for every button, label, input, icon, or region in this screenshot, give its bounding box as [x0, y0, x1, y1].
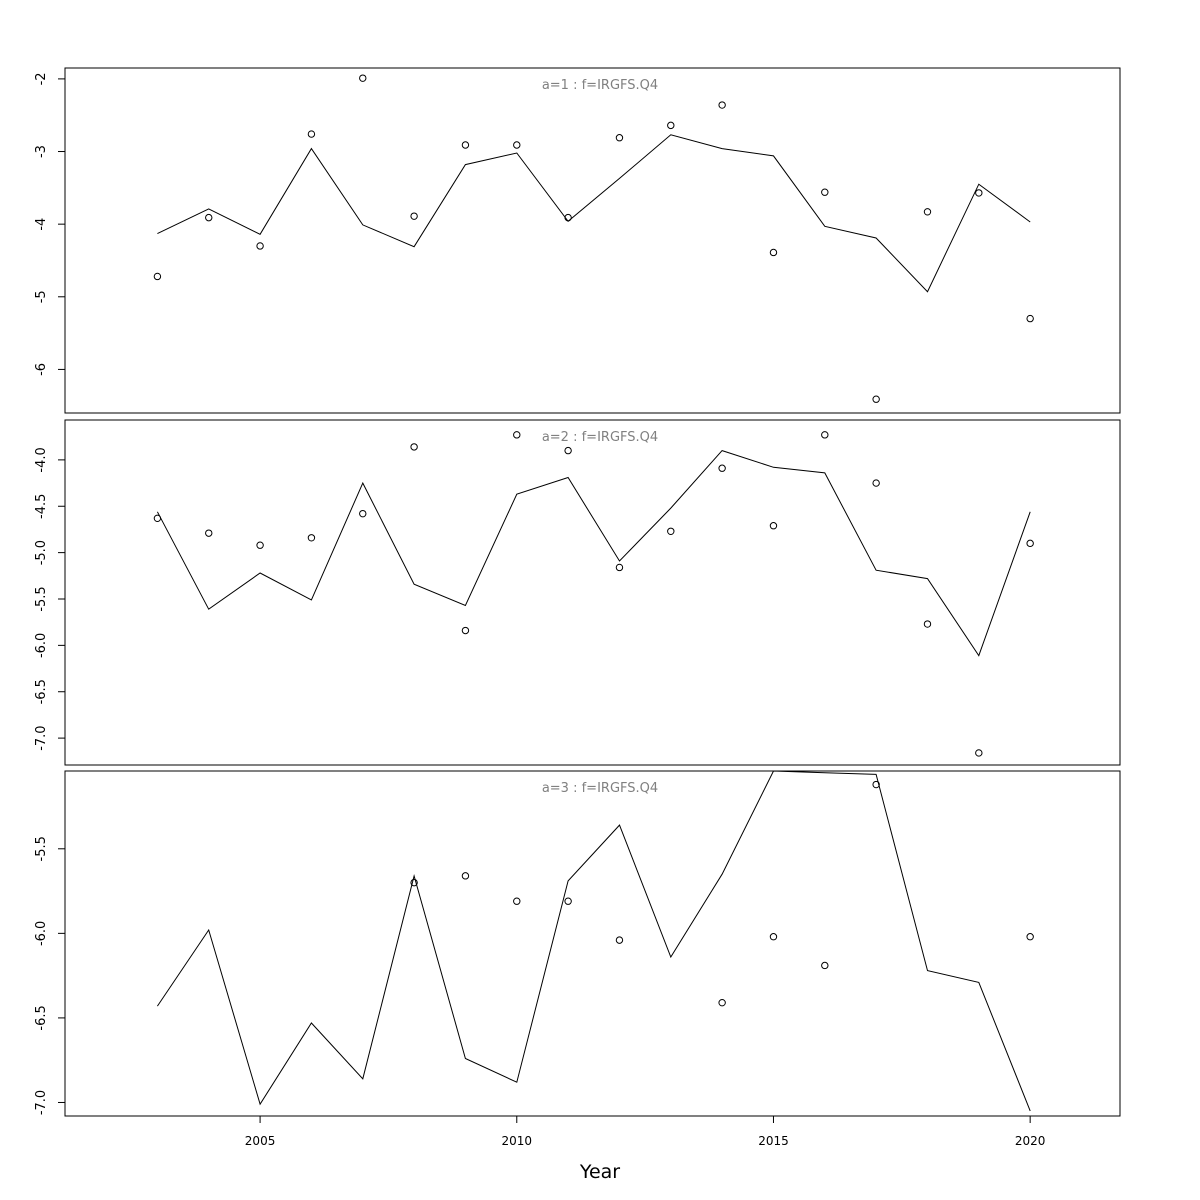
observed-point — [461, 141, 470, 149]
observed-point — [923, 620, 932, 628]
panel-data — [153, 74, 1034, 403]
y-tick-label: -5.5 — [34, 836, 49, 861]
observed-point — [718, 101, 726, 109]
observed-point — [1026, 314, 1034, 323]
panels: a=1 : f=IRGFS.Q4 -2 -3 -4 -5 -6 a=2 : f=IRGFS.… — [34, 67, 1121, 1148]
y-tick-label: -6 — [34, 363, 49, 376]
x-tick-label: 2020 — [1015, 1134, 1046, 1148]
observed-point — [205, 529, 213, 537]
observed-point — [461, 626, 470, 635]
panel-title: a=1 : f=IRGFS.Q4 — [542, 78, 658, 93]
observed-point — [359, 74, 367, 82]
panel-3: a=3 : f=IRGFS.Q4 -5.5 -6.0 -6.5 -7.0 2005 2010… — [34, 770, 1121, 1148]
panel-title: a=3 : f=IRGFS.Q4 — [542, 781, 658, 796]
observed-point — [153, 272, 162, 281]
y-tick-label: -4.5 — [34, 494, 49, 519]
y-tick-label: -4.0 — [34, 447, 49, 472]
observed-point — [461, 872, 470, 880]
observed-point — [307, 130, 316, 138]
observed-point — [410, 878, 418, 887]
y-tick-label: -6.5 — [34, 679, 49, 704]
x-tick-label: 2005 — [245, 1134, 276, 1148]
y-tick-label: -6.0 — [34, 921, 49, 946]
observed-point — [615, 936, 624, 944]
observed-point — [615, 134, 624, 142]
observed-point — [923, 208, 932, 216]
panel-1: a=1 : f=IRGFS.Q4 -2 -3 -4 -5 -6 — [34, 67, 1121, 414]
y-tick-label: -6.5 — [34, 1005, 49, 1030]
panel-frame — [64, 67, 1121, 414]
observed-point — [207, 1115, 211, 1116]
observed-point — [975, 189, 983, 197]
observed-point — [1026, 933, 1034, 941]
fitted-line — [157, 134, 1031, 293]
x-tick-label: 2015 — [758, 1134, 789, 1148]
observed-point — [821, 961, 829, 970]
observed-point — [513, 141, 521, 149]
observed-point — [513, 431, 521, 439]
fitted-line — [156, 450, 1031, 657]
observed-point — [769, 522, 778, 530]
observed-point — [821, 431, 829, 439]
observed-point — [153, 514, 162, 523]
observed-point — [615, 563, 624, 572]
y-tick-label: -2 — [34, 72, 49, 85]
observed-point — [718, 998, 726, 1007]
y-tick-label: -4 — [34, 218, 49, 231]
panel-2: a=2 : f=IRGFS.Q4 -4.0 -4.5 -5.0 -5.5 -6.0 -6.5… — [34, 419, 1121, 766]
y-tick-label: -7.0 — [34, 725, 49, 750]
x-tick-label: 2010 — [502, 1134, 533, 1148]
observed-point — [718, 464, 726, 472]
y-tick-label: -5 — [34, 290, 49, 303]
observed-point — [564, 213, 572, 222]
panel-frame — [64, 419, 1121, 766]
observed-point — [564, 897, 572, 905]
y-tick-label: -7.0 — [34, 1090, 49, 1115]
observed-point — [872, 780, 880, 789]
observed-point — [872, 395, 880, 403]
observed-point — [667, 527, 675, 535]
observed-point — [564, 446, 572, 455]
observed-point — [821, 188, 829, 196]
observed-point — [769, 248, 778, 257]
observed-point — [307, 534, 316, 542]
observed-point — [256, 242, 264, 250]
observed-point — [256, 541, 264, 549]
y-tick-label: -5.5 — [34, 586, 49, 611]
observed-point — [205, 213, 213, 222]
observed-point — [667, 121, 675, 130]
x-axis-title: Year — [579, 1161, 620, 1183]
observed-point — [872, 479, 880, 487]
y-tick-label: -3 — [34, 145, 49, 158]
observed-point — [155, 1115, 159, 1116]
panel-frame — [64, 770, 1121, 1117]
y-tick-label: -5.0 — [34, 540, 49, 565]
panel-data — [155, 771, 1034, 1116]
observed-point — [769, 933, 778, 941]
panel-title: a=2 : f=IRGFS.Q4 — [542, 430, 658, 445]
panel-data — [153, 431, 1034, 757]
observed-point — [410, 443, 418, 451]
y-tick-label: -6.0 — [34, 633, 49, 658]
observed-point — [359, 509, 367, 518]
observed-point — [975, 749, 983, 757]
observed-point — [1026, 539, 1034, 548]
observed-point — [513, 897, 521, 905]
fitted-line — [156, 771, 1031, 1112]
observed-point — [410, 212, 418, 220]
